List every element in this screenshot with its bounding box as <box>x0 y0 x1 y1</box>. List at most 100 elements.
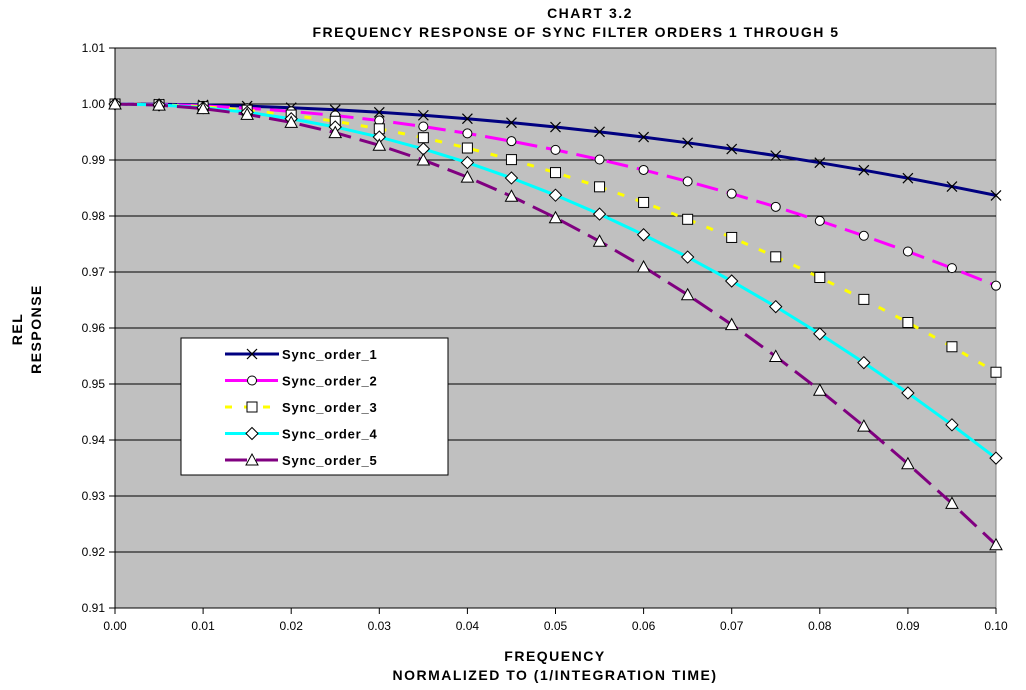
data-point <box>636 228 651 242</box>
y-axis-title-line2: RESPONSE <box>28 284 44 374</box>
data-point <box>592 207 607 221</box>
legend-marker <box>246 348 258 360</box>
x-tick-label: 0.03 <box>368 619 392 633</box>
data-point <box>680 287 695 301</box>
data-point <box>550 167 561 179</box>
data-point <box>814 157 826 169</box>
data-point <box>638 196 650 208</box>
data-point <box>946 341 958 353</box>
data-point <box>548 188 563 202</box>
markers-sync-order-5 <box>108 96 1003 551</box>
gridlines <box>115 47 996 553</box>
legend-marker <box>247 375 257 386</box>
marker-stroke <box>682 137 694 149</box>
data-point <box>462 128 473 139</box>
marker-stroke <box>461 113 473 125</box>
data-point <box>813 327 827 341</box>
legend-label: Sync_order_2 <box>282 374 378 389</box>
data-point <box>902 172 914 184</box>
data-point <box>594 126 605 138</box>
data-point <box>945 418 959 432</box>
legend-label: Sync_order_4 <box>282 427 378 442</box>
series-line <box>114 102 998 546</box>
data-point <box>240 107 254 120</box>
data-point <box>506 136 517 147</box>
legend-label: Sync_order_1 <box>282 347 378 362</box>
data-point <box>724 317 739 331</box>
data-point <box>373 106 385 118</box>
y-tick-label: 0.97 <box>82 265 106 279</box>
x-tick-label: 0.10 <box>984 619 1008 633</box>
marker-stroke <box>550 121 561 133</box>
data-point <box>814 271 826 283</box>
data-point <box>682 176 693 187</box>
data-point <box>638 164 649 175</box>
data-point <box>417 109 429 121</box>
chart-subtitle: FREQUENCY RESPONSE OF SYNC FILTER ORDERS… <box>312 24 839 40</box>
legend-entry-sync-order-2: Sync_order_2 <box>225 374 378 389</box>
marker-stroke <box>946 181 958 192</box>
x-tick-label: 0.09 <box>896 619 920 633</box>
data-point <box>770 150 782 162</box>
series-sync-order-3 <box>114 102 997 374</box>
marker-stroke <box>594 126 605 138</box>
data-point <box>858 293 870 305</box>
marker-stroke <box>814 157 826 169</box>
data-point <box>945 496 959 509</box>
data-point <box>682 213 694 225</box>
data-point <box>328 125 343 139</box>
y-axis-title: REL <box>9 313 25 346</box>
legend-entry-sync-order-4: Sync_order_4 <box>225 426 378 442</box>
data-point <box>989 451 1003 465</box>
data-point <box>592 234 607 247</box>
data-point <box>550 144 561 155</box>
data-point <box>812 383 827 396</box>
legend-entry-sync-order-3: Sync_order_3 <box>225 400 377 415</box>
legend-label: Sync_order_5 <box>282 453 378 468</box>
data-point <box>680 250 695 264</box>
data-point <box>372 138 387 151</box>
data-point <box>901 386 915 400</box>
data-point <box>636 259 651 273</box>
data-point <box>682 137 694 149</box>
data-point <box>726 231 738 243</box>
data-point <box>726 143 738 155</box>
x-tick-labels: 0.00 0.01 0.02 0.03 0.04 0.05 0.06 0.07 0.08 0.09… <box>103 619 1008 633</box>
data-point <box>416 153 431 166</box>
data-point <box>504 171 519 185</box>
data-point <box>594 181 606 193</box>
x-tick-label: 0.00 <box>103 619 127 633</box>
y-tick-labels: 0.91 0.92 0.93 0.94 0.95 0.96 0.97 0.98 0.99 1.00… <box>82 41 106 615</box>
x-tick-label: 0.07 <box>720 619 744 633</box>
marker-stroke <box>506 117 517 129</box>
marker-stroke <box>246 348 258 360</box>
marker-stroke <box>638 131 650 143</box>
y-tick-label: 0.92 <box>82 545 106 559</box>
x-tick-label: 0.01 <box>191 619 215 633</box>
data-point <box>550 121 561 133</box>
legend-marker <box>245 452 259 466</box>
y-tick-label: 0.96 <box>82 321 106 335</box>
marker-stroke <box>770 150 782 162</box>
data-point <box>946 181 958 192</box>
marker-stroke <box>858 164 870 176</box>
marker-stroke <box>726 143 738 155</box>
data-point <box>769 299 783 314</box>
data-point <box>990 366 1002 378</box>
y-tick-label: 0.91 <box>82 601 106 615</box>
y-tick-label: 0.93 <box>82 489 106 503</box>
y-tick-label: 1.00 <box>82 97 106 111</box>
data-point <box>770 201 781 212</box>
legend-marker <box>246 401 258 413</box>
data-point <box>461 113 473 125</box>
axes <box>109 47 997 614</box>
x-tick-label: 0.08 <box>808 619 832 633</box>
legend-marker <box>245 426 259 441</box>
y-tick-label: 0.95 <box>82 377 106 391</box>
data-point <box>504 189 519 202</box>
x-tick-label: 0.05 <box>544 619 568 633</box>
legend-entry-sync-order-5: Sync_order_5 <box>225 452 378 468</box>
x-axis-title: FREQUENCY <box>504 648 605 664</box>
legend-entry-sync-order-1: Sync_order_1 <box>225 347 378 362</box>
